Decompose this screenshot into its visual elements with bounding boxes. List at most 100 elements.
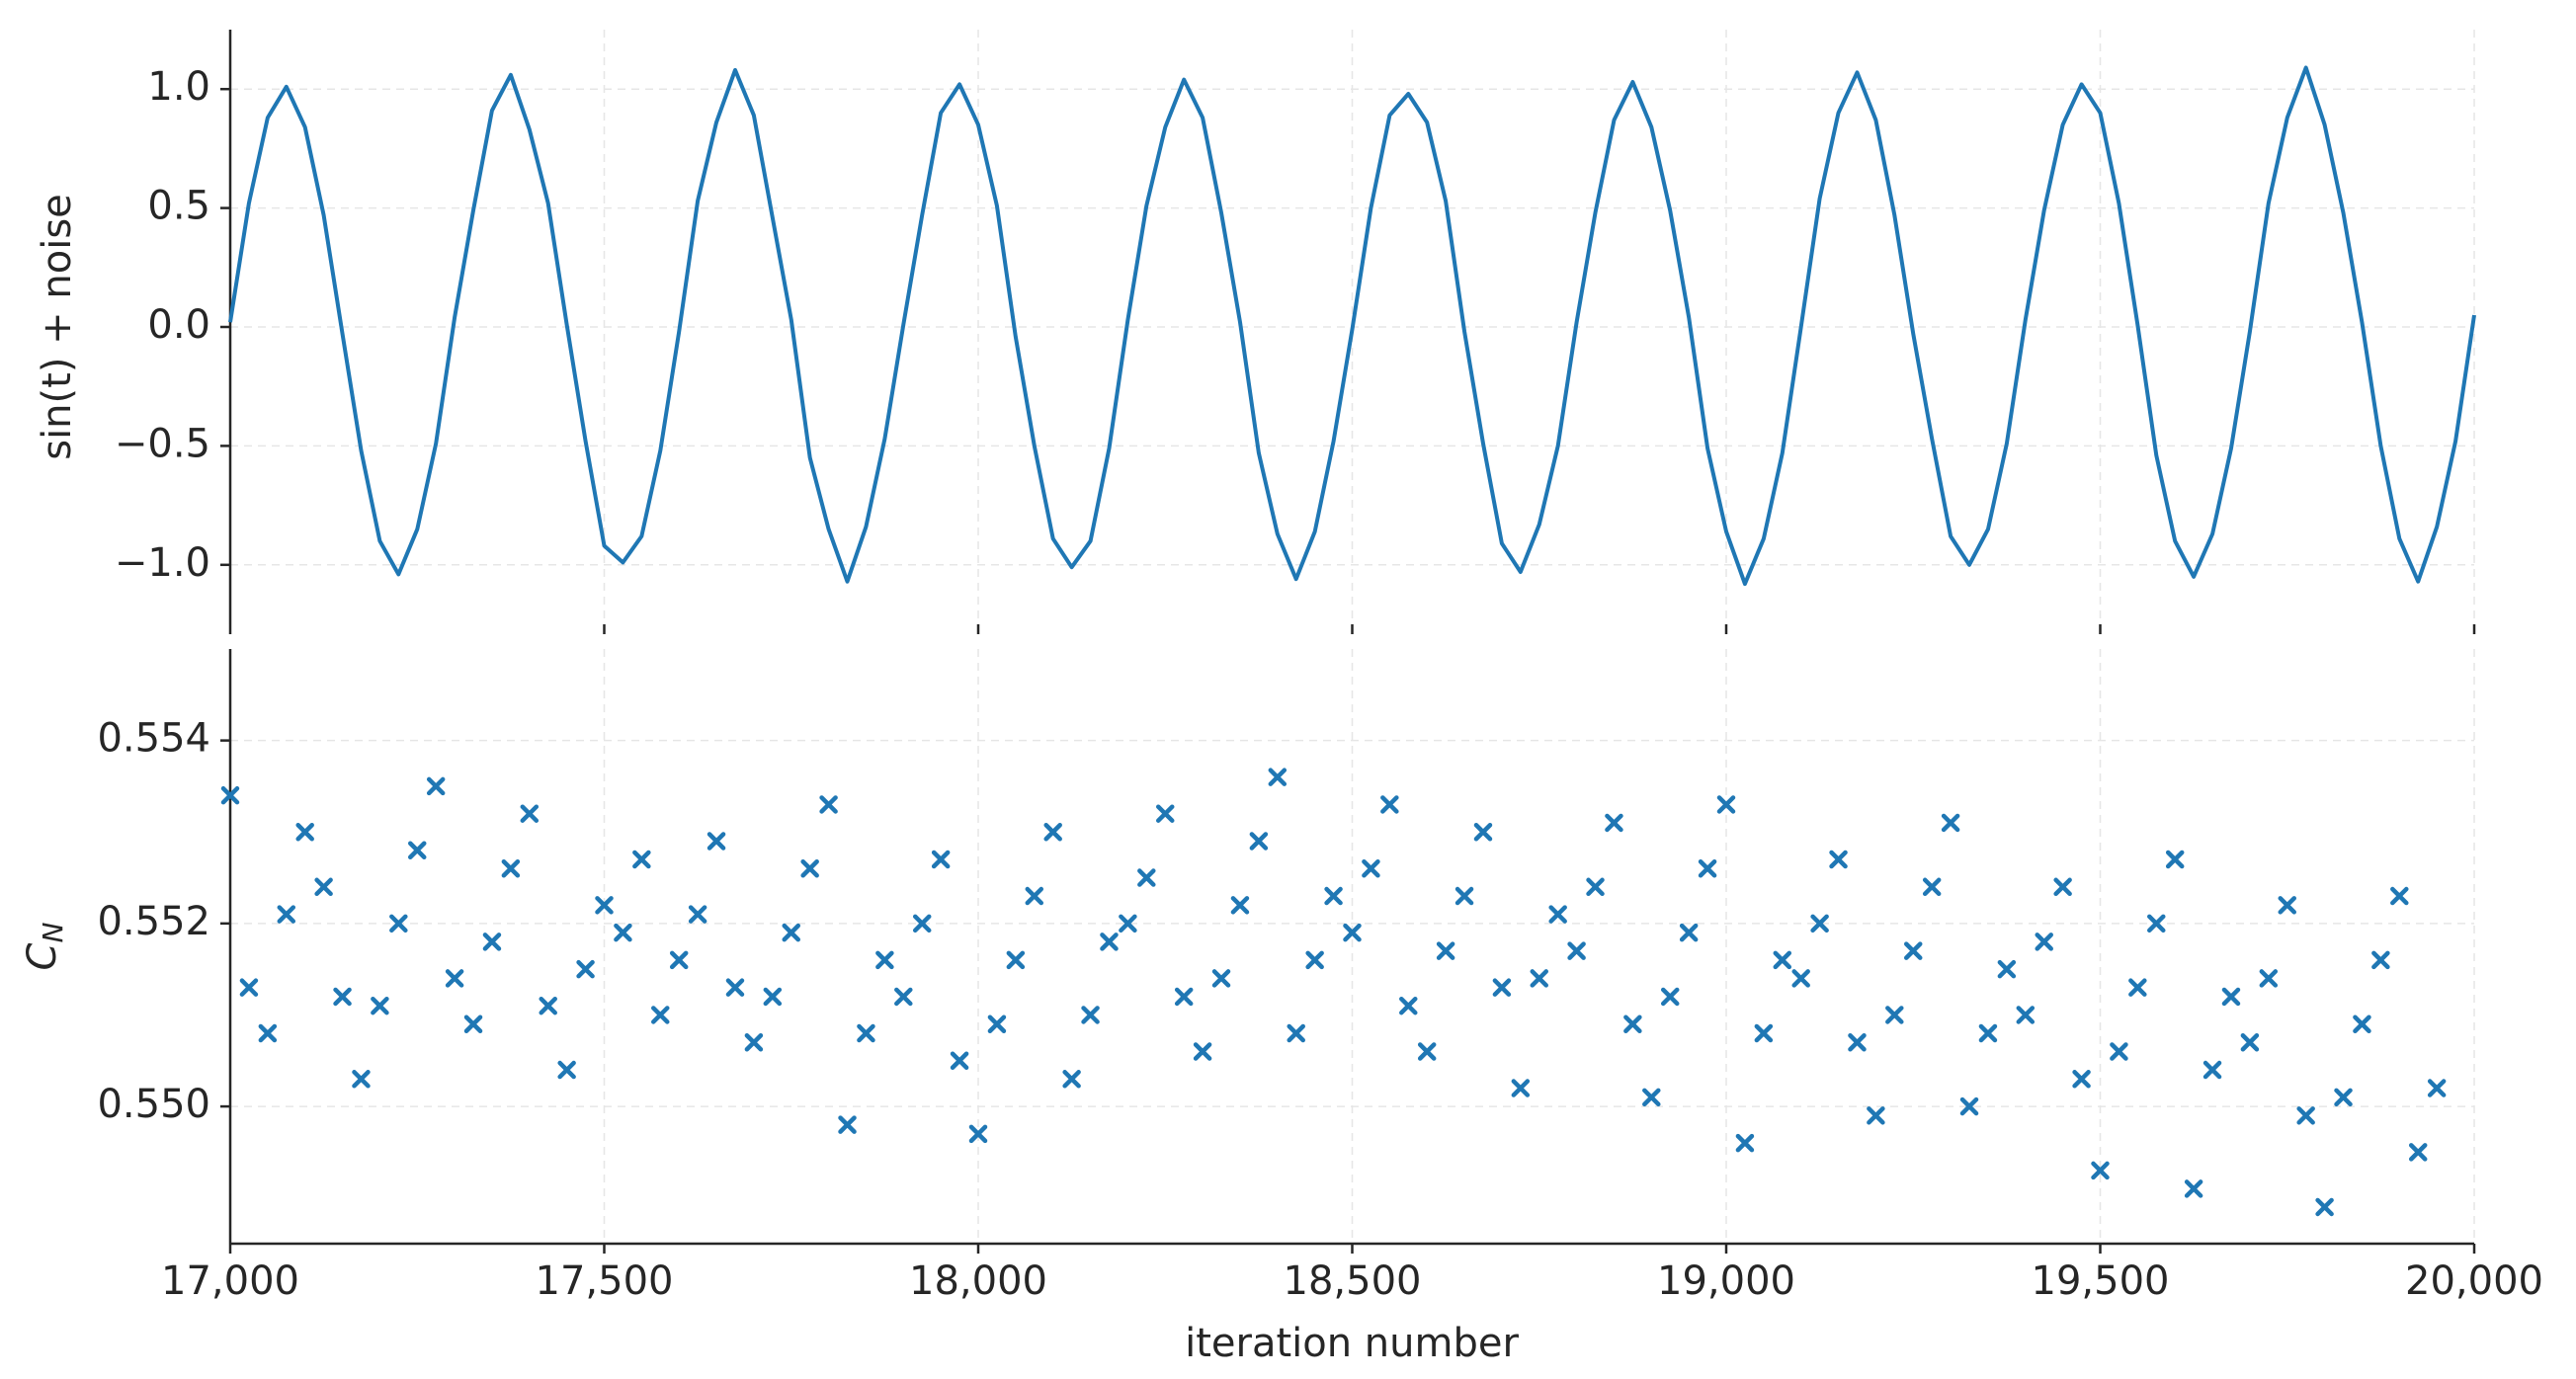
- marker: [1642, 1088, 1661, 1107]
- marker: [1867, 1106, 1885, 1125]
- marker: [1511, 1079, 1531, 1097]
- marker: [445, 969, 464, 988]
- marker: [838, 1115, 857, 1134]
- marker: [744, 1033, 764, 1052]
- marker: [688, 905, 707, 924]
- marker: [1174, 987, 1194, 1007]
- marker: [595, 896, 614, 915]
- marker: [277, 905, 296, 924]
- marker: [763, 987, 783, 1007]
- y-tick-label: 0.554: [97, 716, 210, 762]
- marker: [1230, 896, 1250, 915]
- marker: [1997, 959, 2017, 979]
- marker: [1006, 950, 1026, 970]
- marker: [2184, 1179, 2203, 1198]
- marker: [1605, 813, 1623, 833]
- marker: [1399, 996, 1418, 1015]
- y-tick-label: 0.550: [97, 1082, 210, 1127]
- marker: [539, 996, 557, 1015]
- marker: [1904, 941, 1923, 960]
- marker: [2296, 1106, 2315, 1125]
- y-tick-label: 0.5: [147, 184, 210, 229]
- marker: [1922, 877, 1942, 897]
- marker: [1043, 822, 1062, 842]
- marker: [1249, 832, 1269, 851]
- marker: [614, 923, 632, 942]
- y-tick-label: −1.0: [115, 540, 210, 586]
- marker: [1698, 859, 1717, 878]
- marker: [1679, 923, 1699, 942]
- x-tick-label: 19,000: [1657, 1258, 1795, 1304]
- marker: [2259, 969, 2279, 988]
- marker: [1773, 950, 1792, 970]
- marker: [1454, 886, 1474, 906]
- marker: [2221, 987, 2241, 1007]
- marker: [2240, 1033, 2260, 1052]
- marker: [1567, 941, 1586, 960]
- marker: [2334, 1088, 2353, 1107]
- marker: [1305, 950, 1324, 970]
- marker: [782, 923, 800, 942]
- x-tick-label: 17,000: [161, 1258, 299, 1304]
- marker: [1211, 969, 1231, 988]
- marker: [950, 1051, 969, 1071]
- marker: [1941, 813, 1960, 833]
- marker: [2165, 850, 2185, 869]
- marker: [295, 822, 314, 842]
- marker: [1530, 969, 1548, 988]
- marker: [426, 776, 446, 796]
- marker: [352, 1070, 371, 1089]
- marker: [314, 877, 333, 897]
- marker: [1137, 868, 1156, 887]
- y-axis-label-main: C: [20, 942, 65, 970]
- x-axis-label: iteration number: [1185, 1321, 1519, 1366]
- x-tick-label: 20,000: [2405, 1258, 2543, 1304]
- marker: [1848, 1033, 1867, 1052]
- x-tick-label: 19,500: [2032, 1258, 2170, 1304]
- marker: [371, 996, 389, 1015]
- marker: [1343, 923, 1362, 942]
- marker: [875, 950, 894, 970]
- x-tick-label: 17,500: [536, 1258, 674, 1304]
- marker: [968, 1124, 988, 1144]
- marker: [894, 987, 913, 1007]
- marker: [2053, 877, 2072, 897]
- marker: [1586, 877, 1605, 897]
- marker: [2408, 1143, 2428, 1162]
- y-axis-label: sin(t) + noise: [35, 194, 80, 460]
- marker: [2202, 1060, 2222, 1080]
- marker: [220, 785, 240, 805]
- marker: [706, 832, 726, 851]
- marker: [1754, 1023, 1774, 1043]
- marker: [2147, 914, 2166, 933]
- marker: [482, 933, 502, 951]
- marker: [2353, 1014, 2371, 1033]
- marker: [1062, 1070, 1081, 1089]
- marker: [1380, 795, 1399, 814]
- marker: [463, 1014, 483, 1033]
- marker: [1193, 1042, 1212, 1061]
- y-tick-label: 0.0: [147, 302, 210, 348]
- marker: [1100, 933, 1119, 951]
- marker: [725, 978, 745, 997]
- marker: [501, 859, 521, 878]
- marker: [389, 914, 408, 933]
- marker: [1829, 850, 1848, 869]
- marker: [1492, 978, 1512, 997]
- marker: [1978, 1023, 1998, 1043]
- marker: [1362, 859, 1380, 878]
- marker: [1268, 768, 1288, 786]
- marker: [1417, 1042, 1437, 1061]
- y-axis-label: CN: [20, 923, 69, 971]
- marker: [2315, 1197, 2334, 1217]
- marker: [1623, 1014, 1642, 1033]
- marker: [2110, 1042, 2128, 1061]
- marker: [1548, 905, 1567, 924]
- marker: [1735, 1133, 1755, 1153]
- marker: [1885, 1006, 1904, 1024]
- y-tick-label: 0.552: [97, 899, 210, 944]
- marker: [2091, 1161, 2110, 1180]
- marker: [557, 1060, 576, 1080]
- marker: [239, 978, 259, 997]
